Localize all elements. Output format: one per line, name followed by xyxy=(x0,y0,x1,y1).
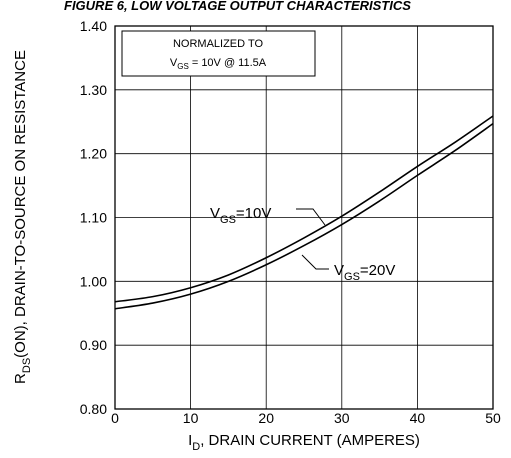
note-box xyxy=(121,30,316,77)
x-tick-label: 40 xyxy=(410,410,426,426)
x-tick-label: 50 xyxy=(485,410,501,426)
x-tick-label: 10 xyxy=(183,410,199,426)
note-v: V xyxy=(170,57,178,69)
y-tick-label: 1.40 xyxy=(80,18,107,34)
series-label-vgs10-text: VGS=10V xyxy=(210,205,271,226)
leader-line-vgs10 xyxy=(296,208,326,226)
series-label-vgs20: VGS=20V xyxy=(301,254,395,283)
y-tick-label: 0.80 xyxy=(80,401,107,417)
grid xyxy=(114,25,494,410)
note-line-1: NORMALIZED TO xyxy=(173,38,263,50)
series-line-vgs10 xyxy=(114,115,494,303)
leader-line-vgs20 xyxy=(301,254,329,270)
x-tick-label: 20 xyxy=(258,410,274,426)
note-line-2: VGS = 10V @ 11.5A xyxy=(170,57,267,71)
y-tick-label: 1.10 xyxy=(80,210,107,226)
series-line-vgs20 xyxy=(114,123,494,310)
y-tick-label: 0.90 xyxy=(80,337,107,353)
series-lines xyxy=(114,115,494,310)
x-axis-label: ID, DRAIN CURRENT (AMPERES) xyxy=(188,432,420,453)
y-tick-label: 1.20 xyxy=(80,146,107,162)
series-label-vgs20-text: VGS=20V xyxy=(334,262,395,283)
y-tick-label: 1.00 xyxy=(80,273,107,289)
x-tick-label: 0 xyxy=(111,410,119,426)
y-axis-label: RDS(ON), DRAIN-TO-SOURCE ON RESISTANCE xyxy=(12,50,33,384)
note-sub: GS xyxy=(177,62,189,71)
note-rest: = 10V @ 11.5A xyxy=(189,57,267,69)
tick-labels: 0 10 20 30 40 50 0.80 0.90 1.00 1.10 1.20 1.30 1.40 xyxy=(80,18,501,426)
plot-frame xyxy=(114,25,494,410)
series-label-vgs10: VGS=10V xyxy=(210,205,326,226)
chart-title: FIGURE 6, LOW VOLTAGE OUTPUT CHARACTERIS… xyxy=(64,0,411,13)
x-tick-label: 30 xyxy=(334,410,350,426)
y-tick-label: 1.30 xyxy=(80,82,107,98)
normalization-note: NORMALIZED TO VGS = 10V @ 11.5A xyxy=(121,30,316,77)
